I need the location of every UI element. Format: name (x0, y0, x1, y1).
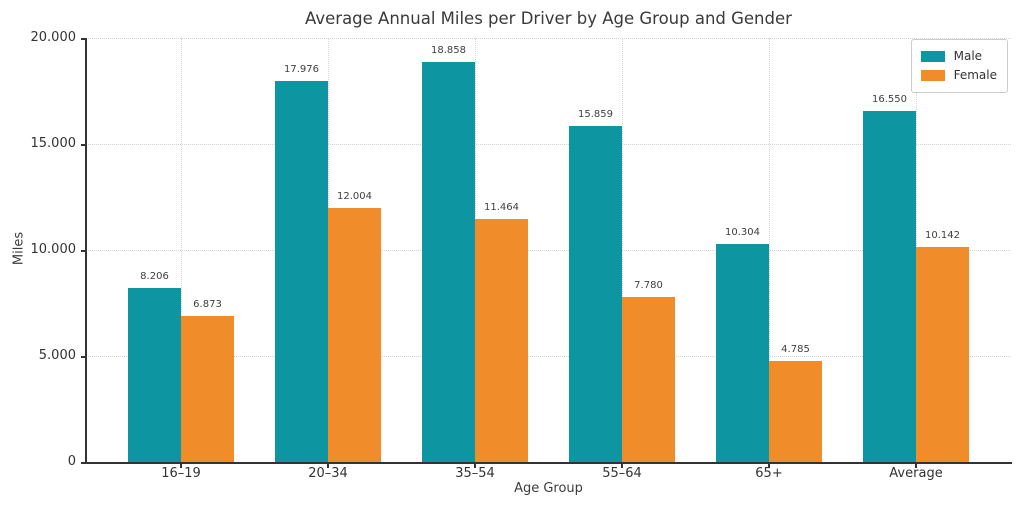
plot-area: 8.206 17.976 18.858 15.859 10.304 16.550 6.873… (85, 38, 1012, 464)
bar-value-label: 17.976 (284, 63, 319, 75)
y-tick-label: 5.000 (38, 348, 76, 363)
gridline-horizontal (86, 38, 1011, 39)
y-axis-spine (85, 38, 87, 464)
x-tick-mark (768, 464, 770, 468)
bar-female-5 (916, 246, 969, 462)
legend-item: Male (920, 47, 997, 66)
x-tick-label: 16–19 (161, 466, 201, 481)
x-tick-label: 65+ (755, 466, 783, 481)
gridline-vertical (622, 38, 623, 462)
chart-title: Average Annual Miles per Driver by Age G… (305, 9, 792, 28)
gridline-horizontal (86, 250, 1011, 251)
bar-value-label: 11.464 (484, 201, 519, 213)
gridline-vertical (769, 38, 770, 462)
y-tick-mark (81, 250, 86, 252)
legend: Male Female (910, 39, 1008, 93)
legend-label-female: Female (953, 68, 997, 82)
x-axis-label: Age Group (514, 481, 583, 496)
bar-female-0 (181, 316, 234, 462)
x-tick-mark (327, 464, 329, 468)
y-tick-mark (81, 356, 86, 358)
x-tick-mark (621, 464, 623, 468)
legend-swatch-female (920, 70, 945, 81)
bar-value-label: 18.858 (431, 45, 466, 57)
bar-male-5 (863, 111, 916, 462)
bar-female-4 (769, 360, 822, 462)
legend-swatch-male (920, 51, 945, 62)
bar-male-4 (716, 243, 769, 462)
y-tick-label: 15.000 (30, 136, 77, 151)
x-tick-label: 35–54 (455, 466, 495, 481)
x-tick-label: 20–34 (308, 466, 348, 481)
y-tick-label: 0 (67, 454, 76, 469)
gridline-horizontal (86, 144, 1011, 145)
bar-male-1 (275, 80, 328, 462)
bar-male-0 (128, 288, 181, 462)
x-tick-mark (915, 464, 917, 468)
bar-female-3 (622, 297, 675, 462)
bar-female-2 (475, 218, 528, 462)
bar-female-1 (328, 207, 381, 462)
legend-item: Female (920, 66, 997, 85)
y-tick-mark (81, 462, 86, 464)
bar-value-label: 4.785 (781, 343, 810, 355)
bar-value-label: 16.550 (872, 94, 907, 106)
x-tick-label: 55–64 (602, 466, 642, 481)
bar-value-label: 8.206 (140, 271, 169, 283)
y-tick-mark (81, 144, 86, 146)
x-tick-label: Average (889, 466, 943, 481)
bar-value-label: 10.142 (925, 229, 960, 241)
y-tick-mark (81, 38, 86, 40)
gridline-horizontal (86, 356, 1011, 357)
y-tick-label: 20.000 (30, 30, 77, 45)
bar-value-label: 7.780 (634, 280, 663, 292)
x-tick-mark (180, 464, 182, 468)
y-tick-label: 10.000 (30, 242, 77, 257)
x-axis-spine (85, 462, 1012, 464)
bar-value-label: 12.004 (337, 190, 372, 202)
bar-value-label: 10.304 (725, 226, 760, 238)
bar-male-3 (569, 125, 622, 462)
bar-male-2 (422, 62, 475, 462)
bar-value-label: 6.873 (193, 299, 222, 311)
legend-label-male: Male (953, 49, 983, 63)
bar-value-label: 15.859 (578, 108, 613, 120)
x-tick-mark (474, 464, 476, 468)
gridline-vertical (181, 38, 182, 462)
